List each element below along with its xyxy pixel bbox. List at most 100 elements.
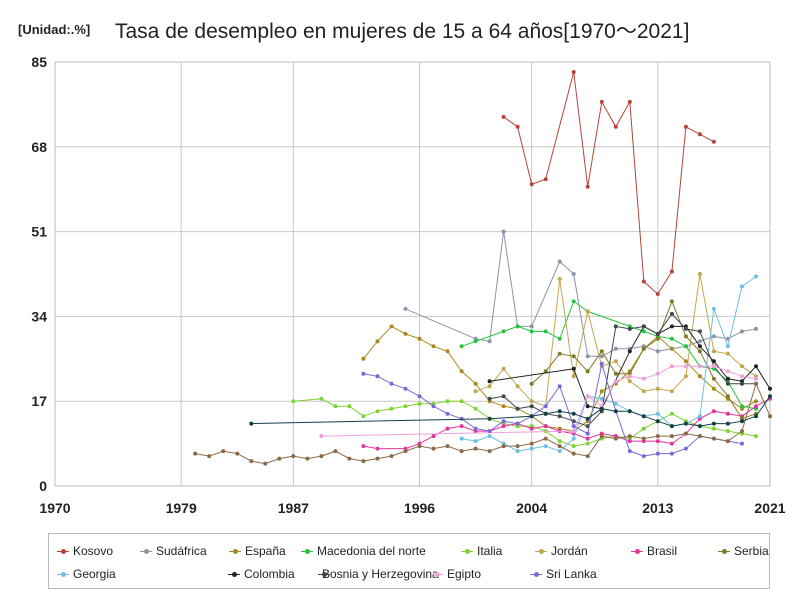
series-line-sri-lanka — [363, 363, 743, 457]
chart-title: Tasa de desempleo en mujeres de 15 a 64 … — [115, 20, 690, 43]
data-point-italia — [459, 399, 464, 404]
data-point-bosnia-y-herzegovina — [641, 324, 646, 329]
data-point-jordan — [529, 399, 534, 404]
data-point-sri-lanka — [473, 426, 478, 431]
data-point-espana — [501, 404, 506, 409]
series-kosovo — [501, 70, 716, 296]
data-point-jordan — [627, 379, 632, 384]
legend-item-sri-lanka[interactable]: Sri Lanka — [530, 567, 597, 581]
data-point-georgia — [459, 436, 464, 441]
data-point-georgia — [613, 401, 618, 406]
data-point-georgia — [557, 449, 562, 454]
data-point-georgia — [529, 446, 534, 451]
data-point-macedonia-del-norte — [669, 336, 674, 341]
data-point-kosovo — [585, 184, 590, 189]
legend-item-sudafrica[interactable]: Sudáfrica — [140, 544, 207, 558]
data-point-georgia — [655, 411, 660, 416]
data-point-espana — [754, 399, 758, 404]
legend-item-italia[interactable]: Italia — [461, 544, 502, 558]
data-point-bosnia-y-herzegovina — [529, 404, 534, 409]
data-point-georgia — [487, 434, 492, 439]
legend-marker-icon — [228, 569, 240, 579]
legend-item-georgia[interactable]: Georgia — [57, 567, 116, 581]
data-point-sri-lanka — [417, 394, 422, 399]
data-point-bosnia-y-herzegovina — [487, 396, 492, 401]
data-point-macedonia-del-norte — [543, 329, 548, 334]
data-point-brasil — [431, 434, 436, 439]
data-point-espana — [711, 386, 716, 391]
data-point-costa-rica — [683, 431, 688, 436]
y-tick-label: 34 — [31, 308, 47, 324]
data-point-sudafrica — [557, 259, 562, 264]
data-point-brasil — [459, 424, 464, 429]
series-lines — [193, 70, 772, 466]
data-point-sri-lanka — [501, 419, 506, 424]
data-point-bosnia-y-herzegovina — [557, 414, 562, 419]
data-point-sri-lanka — [585, 431, 590, 436]
data-point-sudafrica — [585, 354, 590, 359]
data-point-colombia — [697, 344, 702, 349]
data-point-italia — [347, 404, 352, 409]
legend-item-egipto[interactable]: Egipto — [431, 567, 481, 581]
data-point-costa-rica — [431, 446, 436, 451]
legend-item-macedonia-del-norte[interactable]: Macedonia del norte — [301, 544, 426, 558]
data-point-italia — [571, 444, 576, 449]
data-point-sri-lanka — [740, 441, 744, 446]
data-point-bosnia-y-herzegovina — [515, 406, 520, 411]
data-point-egipto — [669, 364, 674, 369]
data-point-egipto — [585, 394, 590, 399]
data-point-italia — [711, 426, 716, 431]
data-point-jordan — [725, 351, 730, 356]
data-point-macedonia-del-norte — [683, 344, 688, 349]
legend-marker-icon — [535, 546, 547, 556]
data-point-sudafrica — [571, 272, 576, 276]
legend-item-jordan[interactable]: Jordán — [535, 544, 588, 558]
legend-item-brasil[interactable]: Brasil — [631, 544, 677, 558]
data-point-serbia — [683, 334, 688, 339]
legend-item-bosnia-y-herzegovina[interactable]: Bosnia y Herzegovina — [318, 567, 439, 581]
data-point-serbia — [669, 299, 674, 304]
data-point-georgia — [515, 449, 520, 454]
data-point-jordan — [487, 384, 492, 389]
data-point-jordan — [501, 366, 506, 371]
legend-item-espana[interactable]: España — [229, 544, 286, 558]
data-point-sri-lanka — [375, 374, 380, 379]
data-point-sudafrica — [613, 346, 618, 351]
series-line-costa-rica — [195, 382, 771, 465]
data-point-macedonia-del-norte — [641, 329, 646, 334]
data-point-sudafrica — [740, 329, 744, 334]
data-point-sri-lanka — [445, 411, 450, 416]
data-point-sri-lanka — [515, 421, 520, 426]
legend-item-serbia[interactable]: Serbia — [718, 544, 769, 558]
legend-label: Bosnia y Herzegovina — [322, 567, 439, 581]
data-point-sudafrica — [487, 339, 492, 344]
data-point-serbia — [641, 346, 646, 351]
legend-marker-icon — [431, 569, 443, 579]
legend-marker-icon — [461, 546, 473, 556]
data-point-sri-lanka — [641, 454, 646, 459]
data-point-kosovo — [627, 99, 632, 104]
data-point-costa-rica — [375, 456, 380, 461]
data-point-colombia — [768, 386, 772, 391]
series-line-bosnia-y-herzegovina — [489, 313, 756, 427]
data-point-costa-rica — [445, 444, 450, 449]
legend-item-colombia[interactable]: Colombia — [228, 567, 295, 581]
data-point-egipto — [319, 434, 324, 439]
data-point-costa-rica — [557, 444, 562, 449]
data-point-jordan — [571, 374, 576, 379]
legend-marker-icon — [140, 546, 152, 556]
data-point-bosnia-y-herzegovina — [697, 329, 702, 334]
data-point-costa-rica — [319, 454, 324, 459]
legend-label: Brasil — [647, 544, 678, 558]
data-point-costa-rica — [249, 459, 254, 464]
data-point-bosnia-y-herzegovina — [683, 326, 688, 331]
y-tick-label: 17 — [31, 393, 47, 409]
legend-item-kosovo[interactable]: Kosovo — [57, 544, 113, 558]
data-point-macedonia-del-norte — [529, 329, 534, 334]
data-point-georgia — [725, 344, 730, 349]
data-point-colombia — [711, 359, 716, 364]
data-point-macedonia-del-norte — [515, 324, 520, 329]
data-point-costa-rica — [725, 439, 730, 444]
data-point-italia — [585, 441, 590, 446]
data-point-espana — [459, 369, 464, 374]
